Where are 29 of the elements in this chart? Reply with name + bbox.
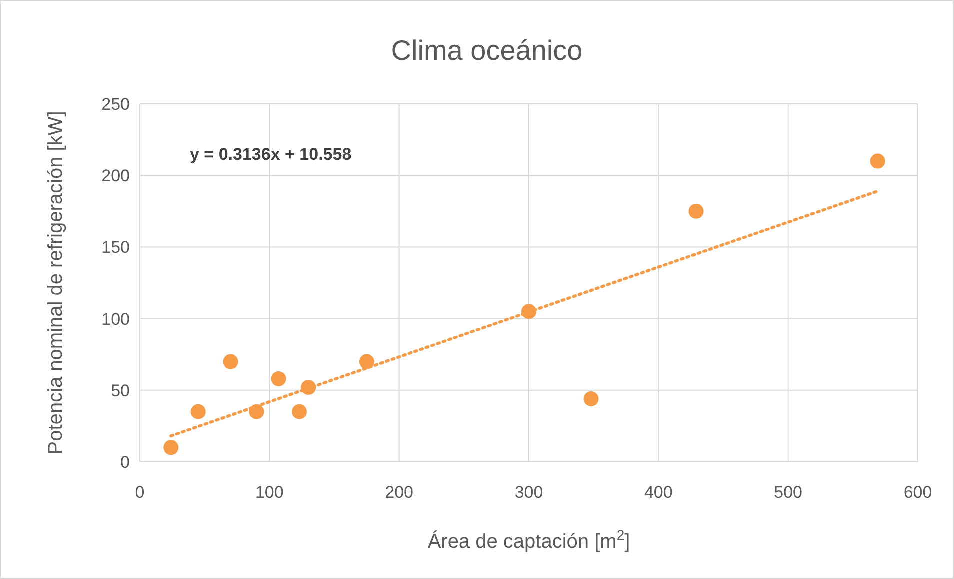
annotation: y = 0.3136x + 10.558 (190, 145, 352, 164)
point (292, 404, 307, 420)
y-tick-label: 0 (120, 453, 130, 472)
y-tick-label: 100 (102, 310, 130, 329)
x-axis-title: Área de captación [m$^{2}$] (428, 527, 630, 553)
point (190, 404, 206, 420)
point (359, 354, 374, 370)
y-axis-title: Potencia nominal de refrigeración [kW] (45, 111, 67, 455)
x-tick-label: 500 (774, 483, 803, 502)
point (271, 371, 286, 386)
point (584, 391, 599, 406)
point (688, 204, 704, 219)
x-tick-label: 100 (255, 483, 284, 502)
x-tick-label: 300 (514, 483, 544, 502)
point (301, 380, 316, 396)
point (870, 154, 886, 169)
x-tick-label: 200 (385, 483, 414, 502)
y-tick-label: 250 (102, 95, 130, 114)
chart-title: Clima oceánico (391, 35, 583, 66)
y-tick-label: 150 (102, 238, 130, 258)
point (223, 354, 238, 370)
point (164, 440, 179, 456)
x-tick-label: 0 (135, 483, 145, 502)
point (249, 404, 264, 420)
x-tick-label: 400 (644, 483, 673, 502)
point (522, 304, 536, 320)
y-tick-label: 50 (111, 381, 130, 400)
x-tick-label: 600 (904, 483, 932, 502)
y-tick-label: 200 (102, 166, 130, 186)
